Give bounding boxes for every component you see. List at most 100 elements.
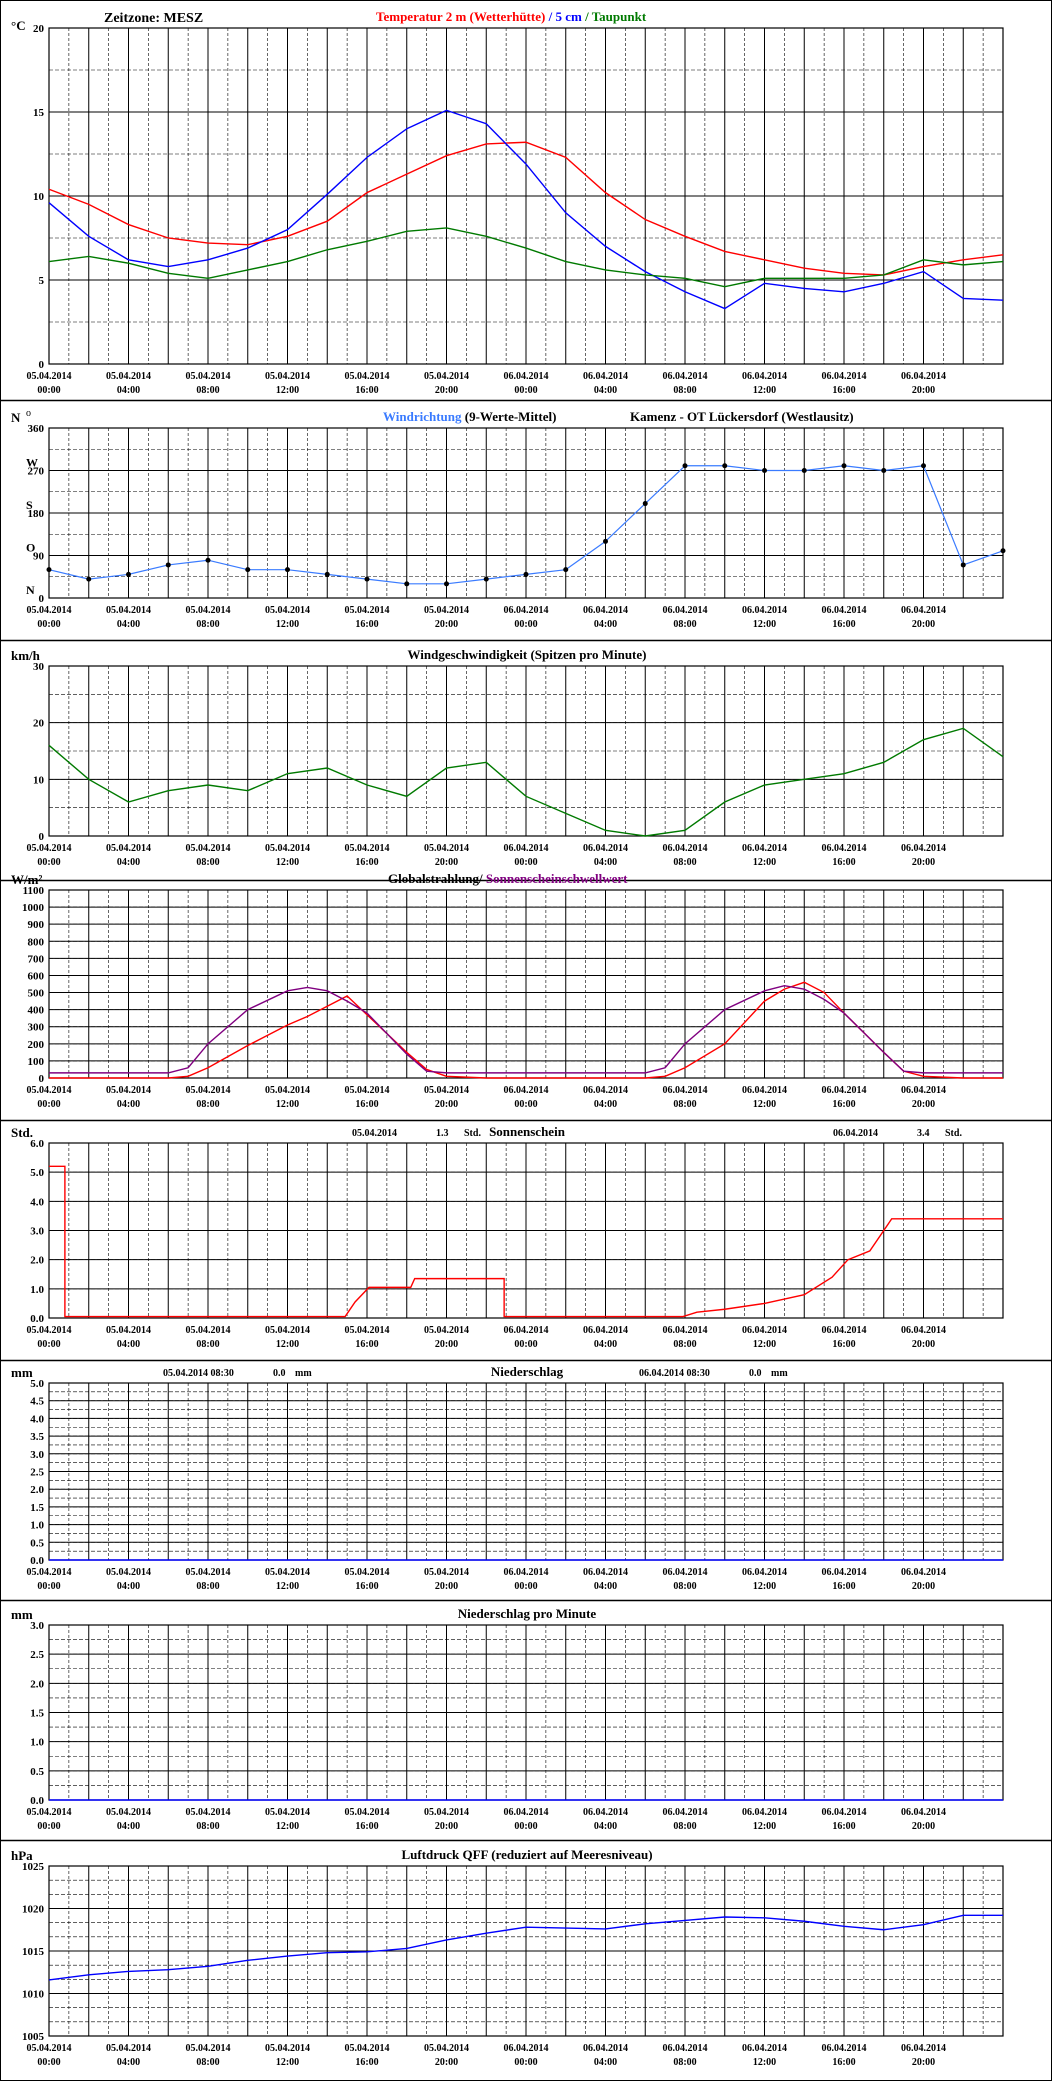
x-tick-time: 20:00 xyxy=(912,2057,935,2068)
x-tick-date: 06.04.2014 xyxy=(583,1085,628,1096)
series-line-0 xyxy=(48,1914,1003,1981)
x-tick-time: 12:00 xyxy=(276,1099,299,1110)
x-tick-date: 05.04.2014 xyxy=(265,2043,310,2054)
x-tick-time: 00:00 xyxy=(514,1581,537,1592)
x-tick-date: 06.04.2014 xyxy=(901,605,946,616)
x-tick-date: 05.04.2014 xyxy=(345,371,390,382)
y-tick-label: 1000 xyxy=(22,902,45,914)
wind-direction-segment xyxy=(804,465,845,472)
x-tick-time: 16:00 xyxy=(355,857,378,868)
x-tick-date: 05.04.2014 xyxy=(345,605,390,616)
unit-label: mm xyxy=(11,1365,33,1380)
summary-value: 3.4 xyxy=(917,1128,930,1139)
y-tick-label: 0 xyxy=(39,1073,45,1085)
x-tick-date: 06.04.2014 xyxy=(742,1807,787,1818)
x-tick-date: 06.04.2014 xyxy=(583,843,628,854)
x-tick-date: 06.04.2014 xyxy=(822,605,867,616)
x-tick-time: 00:00 xyxy=(37,619,60,630)
x-tick-time: 00:00 xyxy=(514,1099,537,1110)
wind-direction-point xyxy=(483,576,489,582)
x-tick-date: 06.04.2014 xyxy=(583,371,628,382)
x-tick-time: 08:00 xyxy=(196,1339,219,1350)
y-tick-label: 3.5 xyxy=(30,1431,44,1443)
x-tick-time: 04:00 xyxy=(117,1339,140,1350)
wind-direction-point xyxy=(444,581,449,587)
x-tick-time: 20:00 xyxy=(435,2057,458,2068)
x-tick-date: 06.04.2014 xyxy=(822,1325,867,1336)
y-tick-label: 500 xyxy=(28,988,45,1000)
x-tick-time: 20:00 xyxy=(912,1099,935,1110)
x-tick-date: 05.04.2014 xyxy=(265,371,310,382)
x-tick-date: 06.04.2014 xyxy=(504,1567,549,1578)
x-tick-date: 06.04.2014 xyxy=(583,2043,628,2054)
wind-direction-point xyxy=(86,576,92,582)
x-tick-date: 06.04.2014 xyxy=(742,1325,787,1336)
x-tick-time: 04:00 xyxy=(594,619,617,630)
y-tick-label: 4.5 xyxy=(30,1396,44,1408)
x-tick-time: 12:00 xyxy=(753,1339,776,1350)
series-line-1 xyxy=(48,109,1004,310)
x-tick-date: 05.04.2014 xyxy=(424,605,469,616)
x-tick-time: 12:00 xyxy=(276,2057,299,2068)
wind-direction-segment xyxy=(168,559,209,566)
x-tick-time: 04:00 xyxy=(117,857,140,868)
plot-frame xyxy=(48,665,1004,837)
y-tick-label: 5.0 xyxy=(30,1378,44,1390)
x-tick-time: 12:00 xyxy=(753,1581,776,1592)
y-tick-label: 4.0 xyxy=(30,1413,44,1425)
y-tick-label: 10 xyxy=(33,191,45,203)
y-tick-label: 800 xyxy=(28,936,45,948)
x-tick-date: 05.04.2014 xyxy=(106,605,151,616)
x-tick-time: 16:00 xyxy=(832,1099,855,1110)
x-tick-time: 08:00 xyxy=(196,619,219,630)
x-tick-time: 00:00 xyxy=(514,1821,537,1832)
x-tick-time: 00:00 xyxy=(514,857,537,868)
y-tick-label: 0.0 xyxy=(30,1795,44,1807)
chart-title: Windrichtung (9-Werte-Mittel) xyxy=(383,409,556,424)
title-part: / xyxy=(478,871,486,886)
panel-sunshine: 0.0 1.0 2.0 3.0 4.0 5.0 6.0 05.04.2014 00:00 05.0… xyxy=(0,1119,1052,1350)
x-tick-time: 08:00 xyxy=(196,1099,219,1110)
y-tick-label: 2.0 xyxy=(30,1255,44,1267)
x-tick-date: 05.04.2014 xyxy=(345,1567,390,1578)
x-tick-date: 05.04.2014 xyxy=(345,1325,390,1336)
wind-direction-segment xyxy=(327,573,368,580)
y-tick-label: 0 xyxy=(39,359,45,371)
x-tick-date: 06.04.2014 xyxy=(742,843,787,854)
wind-direction-segment xyxy=(207,559,248,571)
summary-unit: Std. xyxy=(464,1128,481,1139)
direction-letter: O xyxy=(26,541,35,555)
x-tick-date: 05.04.2014 xyxy=(265,1567,310,1578)
unit-label: W/m² xyxy=(11,872,42,887)
x-tick-date: 05.04.2014 xyxy=(186,2043,231,2054)
x-tick-date: 05.04.2014 xyxy=(27,2043,72,2054)
x-tick-date: 06.04.2014 xyxy=(663,1085,708,1096)
title-part: / xyxy=(545,9,555,24)
x-tick-time: 04:00 xyxy=(117,619,140,630)
chart-title: Niederschlag xyxy=(491,1364,564,1379)
y-tick-label: 1010 xyxy=(22,1989,45,2001)
x-tick-date: 05.04.2014 xyxy=(106,1085,151,1096)
direction-letter: W xyxy=(26,456,38,470)
x-tick-time: 16:00 xyxy=(355,1821,378,1832)
x-tick-date: 05.04.2014 xyxy=(27,371,72,382)
unit-label: km/h xyxy=(11,648,41,663)
panel-radiation: 0 100 200 300 400 500 600 700 800 900 1000 1100 05.0… xyxy=(0,871,1052,1110)
x-tick-time: 08:00 xyxy=(673,1581,696,1592)
x-tick-time: 08:00 xyxy=(196,2057,219,2068)
x-tick-time: 16:00 xyxy=(832,1821,855,1832)
x-tick-date: 05.04.2014 xyxy=(186,605,231,616)
x-tick-date: 06.04.2014 xyxy=(663,843,708,854)
x-tick-date: 06.04.2014 xyxy=(901,1085,946,1096)
summary-date: 06.04.2014 08:30 xyxy=(639,1368,710,1379)
wind-direction-point xyxy=(642,501,648,507)
x-tick-date: 06.04.2014 xyxy=(822,1807,867,1818)
x-tick-time: 08:00 xyxy=(673,385,696,396)
wind-direction-segment xyxy=(48,569,89,580)
unit-label: °C xyxy=(11,18,26,33)
unit-label: mm xyxy=(11,1607,33,1622)
title-part: 5 cm xyxy=(555,9,582,24)
y-tick-label: 0.5 xyxy=(30,1537,44,1549)
x-tick-date: 05.04.2014 xyxy=(106,843,151,854)
wind-direction-point xyxy=(165,562,171,568)
